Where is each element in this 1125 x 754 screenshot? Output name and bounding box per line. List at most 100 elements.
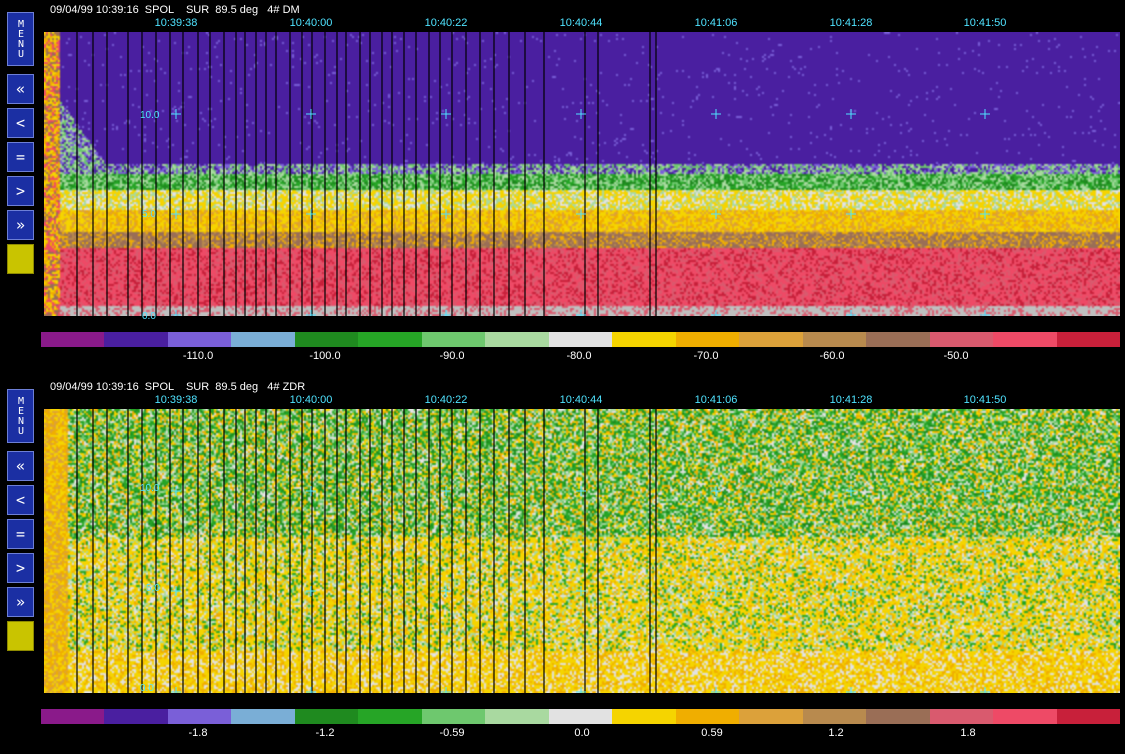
colorbar-swatch bbox=[993, 709, 1057, 724]
colorbar-swatch bbox=[167, 709, 232, 724]
crosshair-marker bbox=[306, 687, 316, 693]
crosshair-marker bbox=[576, 310, 586, 316]
crosshair-marker bbox=[306, 486, 316, 496]
time-label: 10:40:44 bbox=[559, 394, 603, 406]
fast-forward-icon: » bbox=[15, 216, 26, 234]
y-label: 10.0 bbox=[140, 110, 160, 121]
time-label: 10:41:28 bbox=[829, 394, 873, 406]
sidebar: MENU « < = > » bbox=[7, 12, 34, 274]
crosshair-marker bbox=[306, 109, 316, 119]
colorbar-swatch bbox=[421, 709, 486, 724]
crosshair-marker bbox=[576, 486, 586, 496]
back-button[interactable]: < bbox=[7, 108, 34, 138]
time-label: 10:41:50 bbox=[963, 17, 1007, 29]
equals-button[interactable]: = bbox=[7, 142, 34, 172]
plot-overlay bbox=[76, 32, 990, 316]
colorbar-swatch bbox=[675, 332, 740, 347]
colorbar-label: -1.8 bbox=[188, 727, 208, 739]
crosshair-marker bbox=[576, 209, 586, 219]
crosshair-marker bbox=[306, 209, 316, 219]
colorbar-swatch bbox=[739, 709, 803, 724]
color-swatch-button[interactable] bbox=[7, 244, 34, 274]
back-button[interactable]: < bbox=[7, 485, 34, 515]
fast-forward-button[interactable]: » bbox=[7, 210, 34, 240]
crosshair-marker bbox=[441, 586, 451, 596]
back-icon: < bbox=[15, 114, 26, 132]
colorbar-swatch bbox=[485, 709, 549, 724]
y-label: 0.0 bbox=[142, 311, 156, 322]
crosshair-marker bbox=[846, 586, 856, 596]
plot-area-dm[interactable] bbox=[44, 32, 1120, 316]
crosshair-marker bbox=[306, 586, 316, 596]
forward-button[interactable]: > bbox=[7, 176, 34, 206]
crosshair-marker bbox=[711, 310, 721, 316]
y-label: 10.0 bbox=[140, 483, 160, 494]
colorbar-swatch bbox=[41, 332, 105, 347]
colorbar bbox=[41, 709, 1120, 724]
colorbar-swatch bbox=[739, 332, 803, 347]
crosshair-marker bbox=[171, 586, 181, 596]
colorbar-swatch bbox=[358, 709, 422, 724]
colorbar-swatch bbox=[802, 709, 867, 724]
panel-header: 09/04/99 10:39:16 SPOL SUR 89.5 deg 4# Z… bbox=[50, 381, 306, 393]
colorbar-label: -100.0 bbox=[309, 350, 341, 362]
crosshair-marker bbox=[441, 687, 451, 693]
crosshair-marker bbox=[441, 486, 451, 496]
colorbar-label: -0.59 bbox=[439, 727, 465, 739]
colorbar-swatch bbox=[548, 709, 613, 724]
crosshair-marker bbox=[711, 109, 721, 119]
panel-dm: MENU « < = > » 09/04/99 10:39:16 SPOL SU… bbox=[7, 4, 1120, 362]
colorbar-swatch bbox=[231, 332, 295, 347]
plot-area-zdr[interactable] bbox=[44, 409, 1120, 693]
crosshair-marker bbox=[711, 486, 721, 496]
forward-button[interactable]: > bbox=[7, 553, 34, 583]
time-label: 10:41:28 bbox=[829, 17, 873, 29]
crosshair-marker bbox=[576, 586, 586, 596]
colorbar-label: 1.8 bbox=[960, 727, 976, 739]
crosshair-marker bbox=[171, 687, 181, 693]
colorbar-label: -110.0 bbox=[182, 350, 214, 362]
crosshair-marker bbox=[980, 109, 990, 119]
colorbar-swatch bbox=[548, 332, 613, 347]
colorbar-swatch bbox=[104, 709, 168, 724]
colorbar-label: -70.0 bbox=[693, 350, 719, 362]
crosshair-marker bbox=[846, 109, 856, 119]
colorbar-swatch bbox=[421, 332, 486, 347]
menu-button[interactable]: MENU bbox=[7, 12, 34, 66]
time-label: 10:40:00 bbox=[289, 17, 333, 29]
crosshair-marker bbox=[980, 310, 990, 316]
colorbar-swatch bbox=[802, 332, 867, 347]
crosshair-marker bbox=[306, 310, 316, 316]
colorbar-label: -1.2 bbox=[315, 727, 335, 739]
crosshair-marker bbox=[846, 209, 856, 219]
y-label: 5.0 bbox=[142, 209, 156, 220]
forward-icon: > bbox=[15, 559, 26, 577]
time-label: 10:41:06 bbox=[694, 394, 738, 406]
menu-button[interactable]: MENU bbox=[7, 389, 34, 443]
crosshair-marker bbox=[576, 109, 586, 119]
panel-header: 09/04/99 10:39:16 SPOL SUR 89.5 deg 4# D… bbox=[50, 4, 300, 16]
equals-icon: = bbox=[15, 525, 26, 543]
equals-button[interactable]: = bbox=[7, 519, 34, 549]
fast-back-button[interactable]: « bbox=[7, 74, 34, 104]
crosshair-marker bbox=[171, 310, 181, 316]
panel-zdr: MENU « < = > » 09/04/99 10:39:16 SPOL SU… bbox=[0, 377, 1125, 754]
colorbar-swatch bbox=[358, 332, 422, 347]
crosshair-marker bbox=[441, 109, 451, 119]
crosshair-marker bbox=[171, 109, 181, 119]
colorbar-swatch bbox=[231, 709, 295, 724]
colorbar-label: -90.0 bbox=[439, 350, 465, 362]
colorbar-label: -50.0 bbox=[943, 350, 969, 362]
colorbar-swatch bbox=[866, 332, 930, 347]
fast-forward-button[interactable]: » bbox=[7, 587, 34, 617]
colorbar-swatch bbox=[612, 332, 676, 347]
plot-overlay bbox=[76, 409, 990, 693]
crosshair-marker bbox=[980, 687, 990, 693]
fast-back-button[interactable]: « bbox=[7, 451, 34, 481]
color-swatch-button[interactable] bbox=[7, 621, 34, 651]
y-label: 5.0 bbox=[146, 583, 160, 594]
colorbar bbox=[41, 332, 1120, 347]
colorbar-swatch bbox=[294, 709, 359, 724]
crosshair-marker bbox=[980, 486, 990, 496]
equals-icon: = bbox=[15, 148, 26, 166]
